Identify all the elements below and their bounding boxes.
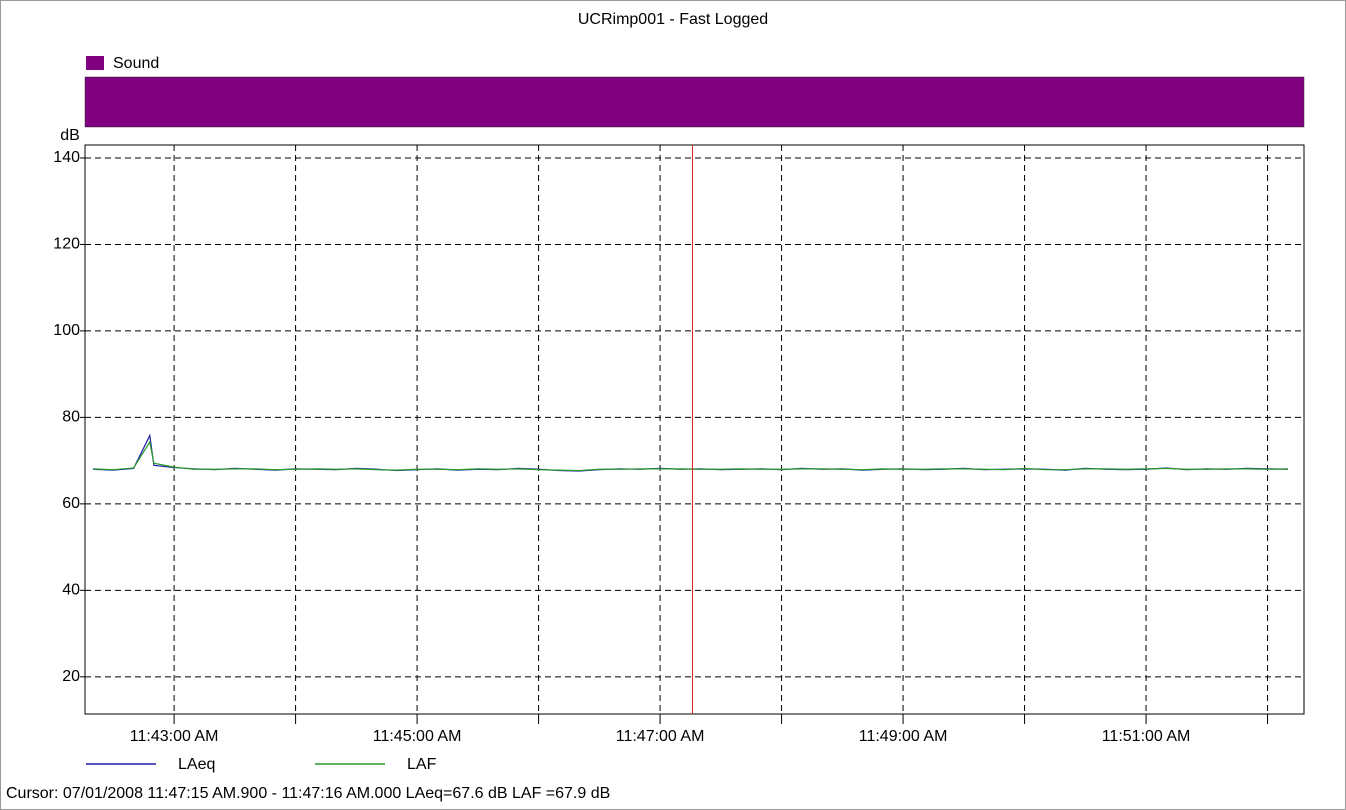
chart-title: UCRimp001 - Fast Logged [578,11,768,28]
legend-label: LAF [407,756,437,773]
y-tick-label: 20 [62,668,80,685]
x-tick-label: 11:43:00 AM [130,728,219,745]
plot-frame [84,144,1305,715]
band-legend-label: Sound [113,55,159,72]
band-legend-swatch [86,56,104,70]
cursor-readout: Cursor: 07/01/2008 11:47:15 AM.900 - 11:… [6,785,610,802]
data-line [93,440,1288,472]
y-axis-label: dB [60,127,80,144]
y-tick-label: 100 [53,322,80,339]
y-tick-label: 120 [53,236,80,253]
data-line [93,433,1288,472]
y-tick-label: 60 [62,495,80,512]
y-tick-label: 140 [53,149,80,166]
x-tick-label: 11:45:00 AM [373,728,462,745]
x-tick-label: 11:49:00 AM [859,728,948,745]
y-tick-label: 80 [62,409,80,426]
legend-label: LAeq [178,756,215,773]
x-tick-label: 11:47:00 AM [616,728,705,745]
y-tick-label: 40 [62,582,80,599]
band [84,76,1305,128]
x-tick-label: 11:51:00 AM [1102,728,1191,745]
